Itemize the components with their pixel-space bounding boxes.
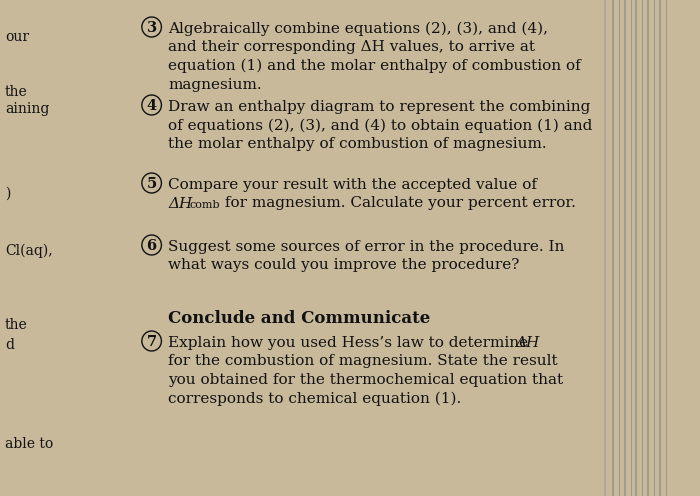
- Text: 3: 3: [146, 21, 157, 36]
- Text: ΔH: ΔH: [516, 336, 540, 350]
- Text: our: our: [5, 30, 29, 44]
- Text: aining: aining: [5, 102, 49, 116]
- Text: d: d: [5, 338, 14, 352]
- Text: Explain how you used Hess’s law to determine: Explain how you used Hess’s law to deter…: [168, 336, 533, 350]
- Text: corresponds to chemical equation (1).: corresponds to chemical equation (1).: [168, 391, 461, 406]
- Text: what ways could you improve the procedure?: what ways could you improve the procedur…: [168, 258, 519, 272]
- Text: equation (1) and the molar enthalpy of combustion of: equation (1) and the molar enthalpy of c…: [168, 59, 581, 73]
- Text: for magnesium. Calculate your percent error.: for magnesium. Calculate your percent er…: [220, 196, 576, 210]
- Text: comb: comb: [190, 200, 220, 210]
- Text: you obtained for the thermochemical equation that: you obtained for the thermochemical equa…: [168, 373, 564, 387]
- Text: 5: 5: [146, 178, 157, 191]
- Text: the molar enthalpy of combustion of magnesium.: the molar enthalpy of combustion of magn…: [168, 137, 547, 151]
- Text: the: the: [5, 85, 27, 99]
- Text: magnesium.: magnesium.: [168, 77, 262, 91]
- Text: 7: 7: [146, 335, 157, 350]
- Text: Compare your result with the accepted value of: Compare your result with the accepted va…: [168, 178, 538, 192]
- Text: 4: 4: [146, 100, 157, 114]
- Text: ): ): [5, 186, 10, 200]
- Text: Cl(aq),: Cl(aq),: [5, 243, 52, 258]
- Text: of equations (2), (3), and (4) to obtain equation (1) and: of equations (2), (3), and (4) to obtain…: [168, 119, 593, 133]
- Text: Conclude and Communicate: Conclude and Communicate: [168, 310, 430, 327]
- Text: able to: able to: [5, 437, 53, 451]
- Text: Draw an enthalpy diagram to represent the combining: Draw an enthalpy diagram to represent th…: [168, 100, 591, 114]
- Text: 6: 6: [146, 240, 157, 253]
- Text: the: the: [5, 318, 27, 332]
- Text: Algebraically combine equations (2), (3), and (4),: Algebraically combine equations (2), (3)…: [168, 22, 548, 36]
- Text: ΔH: ΔH: [168, 196, 193, 210]
- Text: and their corresponding ΔH values, to arrive at: and their corresponding ΔH values, to ar…: [168, 41, 536, 55]
- Text: Suggest some sources of error in the procedure. In: Suggest some sources of error in the pro…: [168, 240, 565, 254]
- Text: for the combustion of magnesium. State the result: for the combustion of magnesium. State t…: [168, 355, 558, 369]
